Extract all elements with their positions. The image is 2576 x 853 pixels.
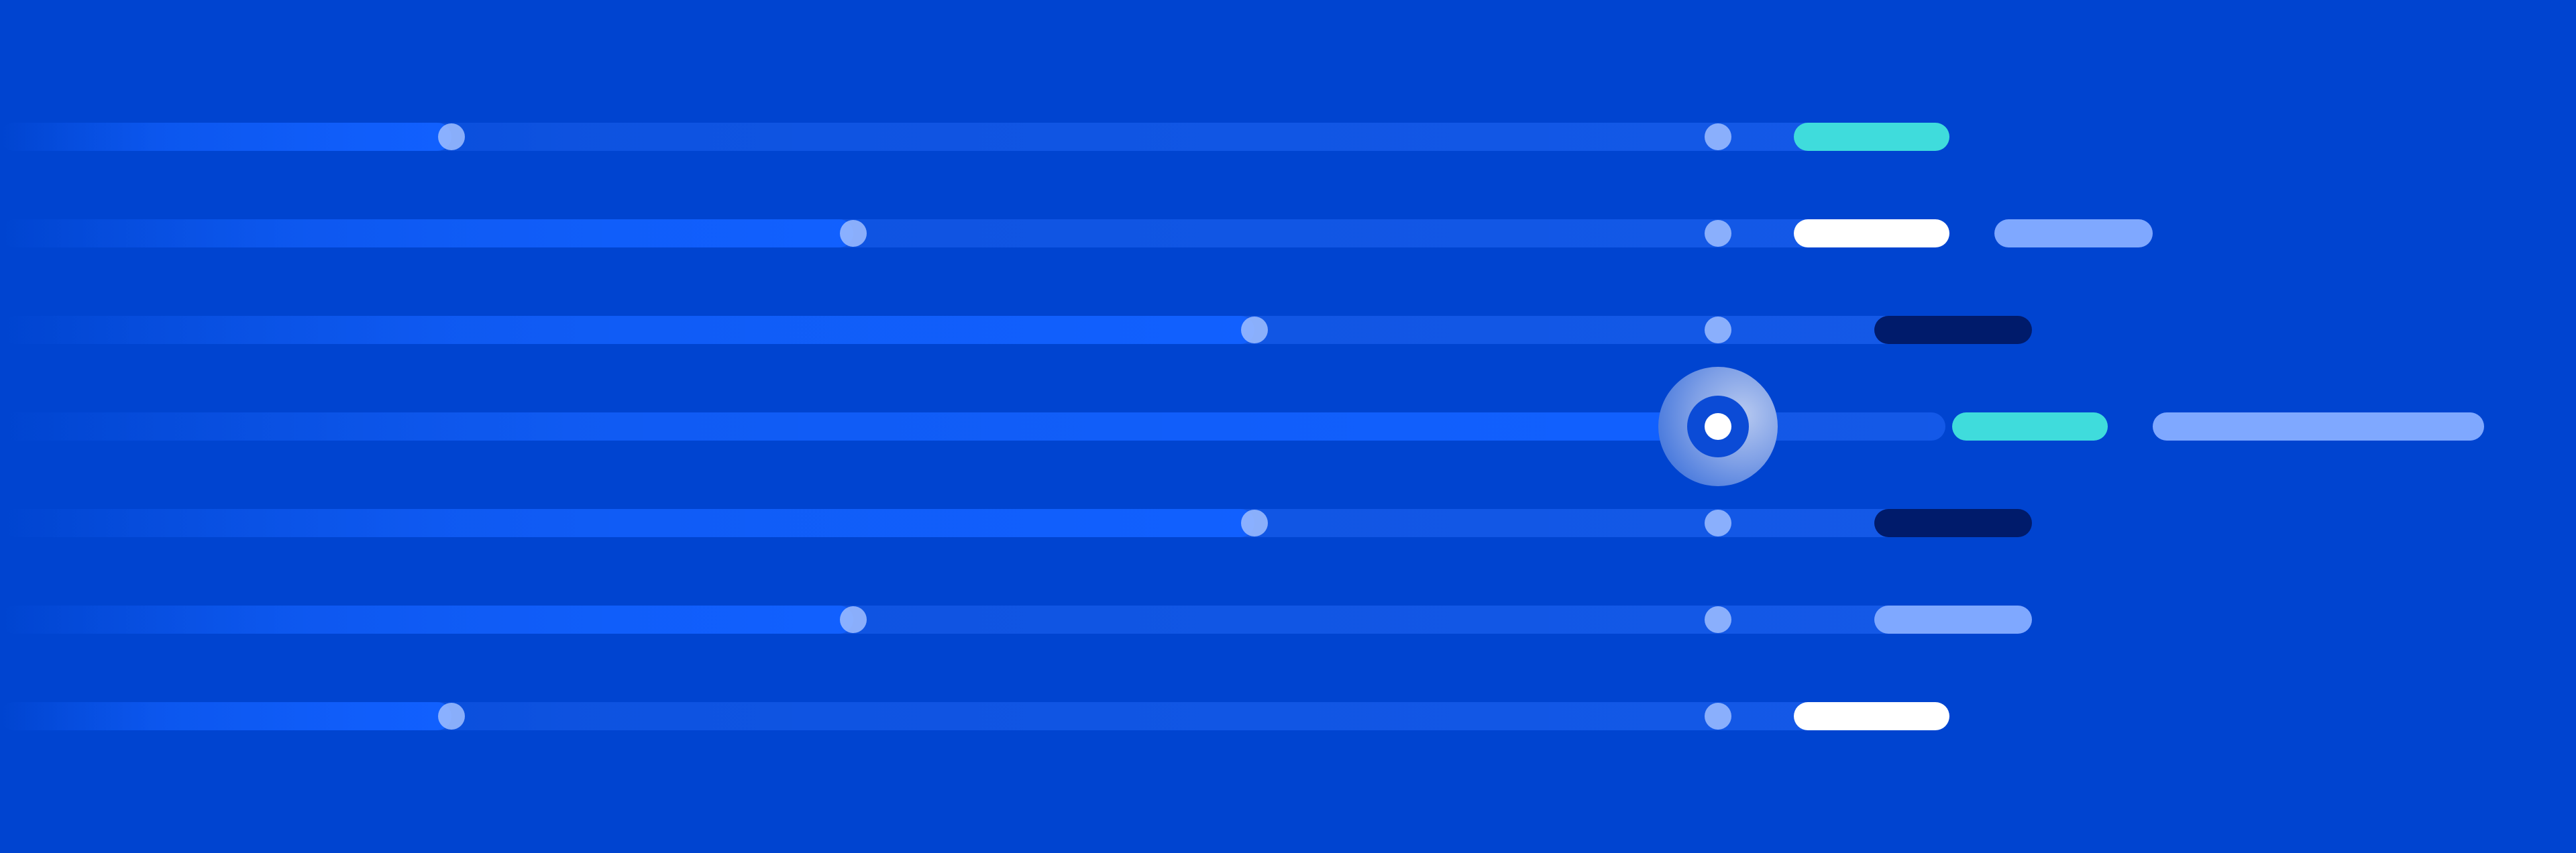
- milestone-marker[interactable]: [1705, 510, 1732, 536]
- timeline-segment[interactable]: [1794, 702, 1949, 730]
- progress-marker[interactable]: [839, 606, 867, 633]
- row-progress-fill: [0, 509, 1254, 537]
- milestone-marker[interactable]: [1705, 317, 1732, 343]
- timeline-segment[interactable]: [2152, 412, 2484, 441]
- timeline-row: [0, 509, 2576, 537]
- timeline-segment[interactable]: [1874, 509, 2033, 537]
- timeline-segment[interactable]: [1794, 123, 1949, 151]
- timeline-row: [0, 606, 2576, 634]
- row-progress-fill: [0, 123, 452, 151]
- timeline-segment[interactable]: [1951, 412, 2108, 441]
- focused-marker-dot: [1705, 413, 1732, 440]
- timeline-segment[interactable]: [1994, 219, 2153, 247]
- timeline-segment[interactable]: [1874, 606, 2033, 634]
- timeline-segment[interactable]: [1794, 219, 1949, 247]
- row-progress-fill: [0, 412, 1707, 441]
- timeline-row: [0, 412, 2576, 441]
- timeline-row: [0, 219, 2576, 247]
- row-progress-fill: [0, 219, 853, 247]
- progress-marker[interactable]: [839, 220, 867, 247]
- timeline-row: [0, 123, 2576, 151]
- focused-marker-ring: [1687, 396, 1750, 457]
- timeline-row: [0, 702, 2576, 730]
- progress-marker[interactable]: [438, 703, 466, 730]
- progress-marker[interactable]: [1241, 510, 1268, 536]
- timeline-segment[interactable]: [1874, 316, 2033, 344]
- milestone-marker[interactable]: [1705, 123, 1732, 150]
- focused-marker[interactable]: [1658, 367, 1778, 486]
- milestone-marker[interactable]: [1705, 606, 1732, 633]
- timeline-row: [0, 316, 2576, 344]
- row-progress-fill: [0, 606, 853, 634]
- progress-marker[interactable]: [1241, 317, 1268, 343]
- milestone-marker[interactable]: [1705, 220, 1732, 247]
- row-progress-fill: [0, 316, 1254, 344]
- milestone-marker[interactable]: [1705, 703, 1732, 730]
- row-progress-fill: [0, 702, 452, 730]
- progress-marker[interactable]: [438, 123, 466, 150]
